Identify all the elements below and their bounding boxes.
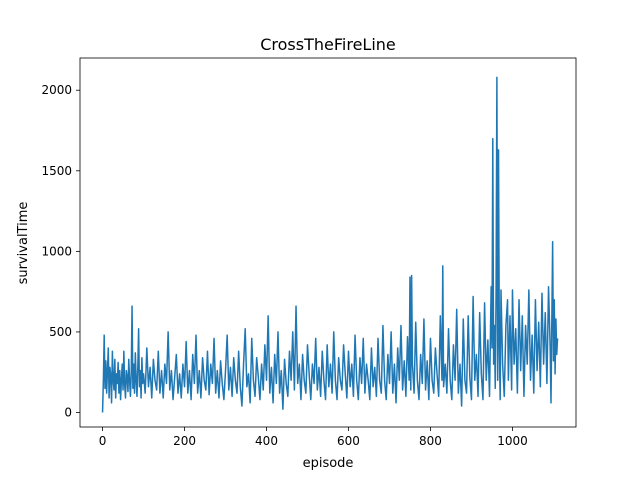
- y-tick-label: 0: [64, 405, 72, 419]
- x-tick-label: 1000: [497, 434, 528, 448]
- plot-frame: [79, 57, 577, 428]
- y-tick-label: 1000: [41, 244, 72, 258]
- y-tick-label: 2000: [41, 83, 72, 97]
- x-tick-label: 0: [99, 434, 107, 448]
- y-tick-label: 500: [49, 325, 72, 339]
- y-axis-label: survivalTime: [16, 202, 31, 285]
- x-axis: 0 200 400 600 800 1000: [99, 427, 528, 448]
- y-axis: 0 500 1000 1500 2000: [41, 83, 80, 419]
- chart-title: CrossTheFireLine: [260, 35, 396, 54]
- y-tick-label: 1500: [41, 164, 72, 178]
- x-tick-label: 600: [337, 434, 360, 448]
- x-axis-label: episode: [303, 456, 354, 471]
- x-tick-label: 800: [419, 434, 442, 448]
- x-tick-label: 200: [173, 434, 196, 448]
- series-line-0: [101, 76, 559, 413]
- x-tick-label: 400: [255, 434, 278, 448]
- series-layer: [101, 76, 559, 413]
